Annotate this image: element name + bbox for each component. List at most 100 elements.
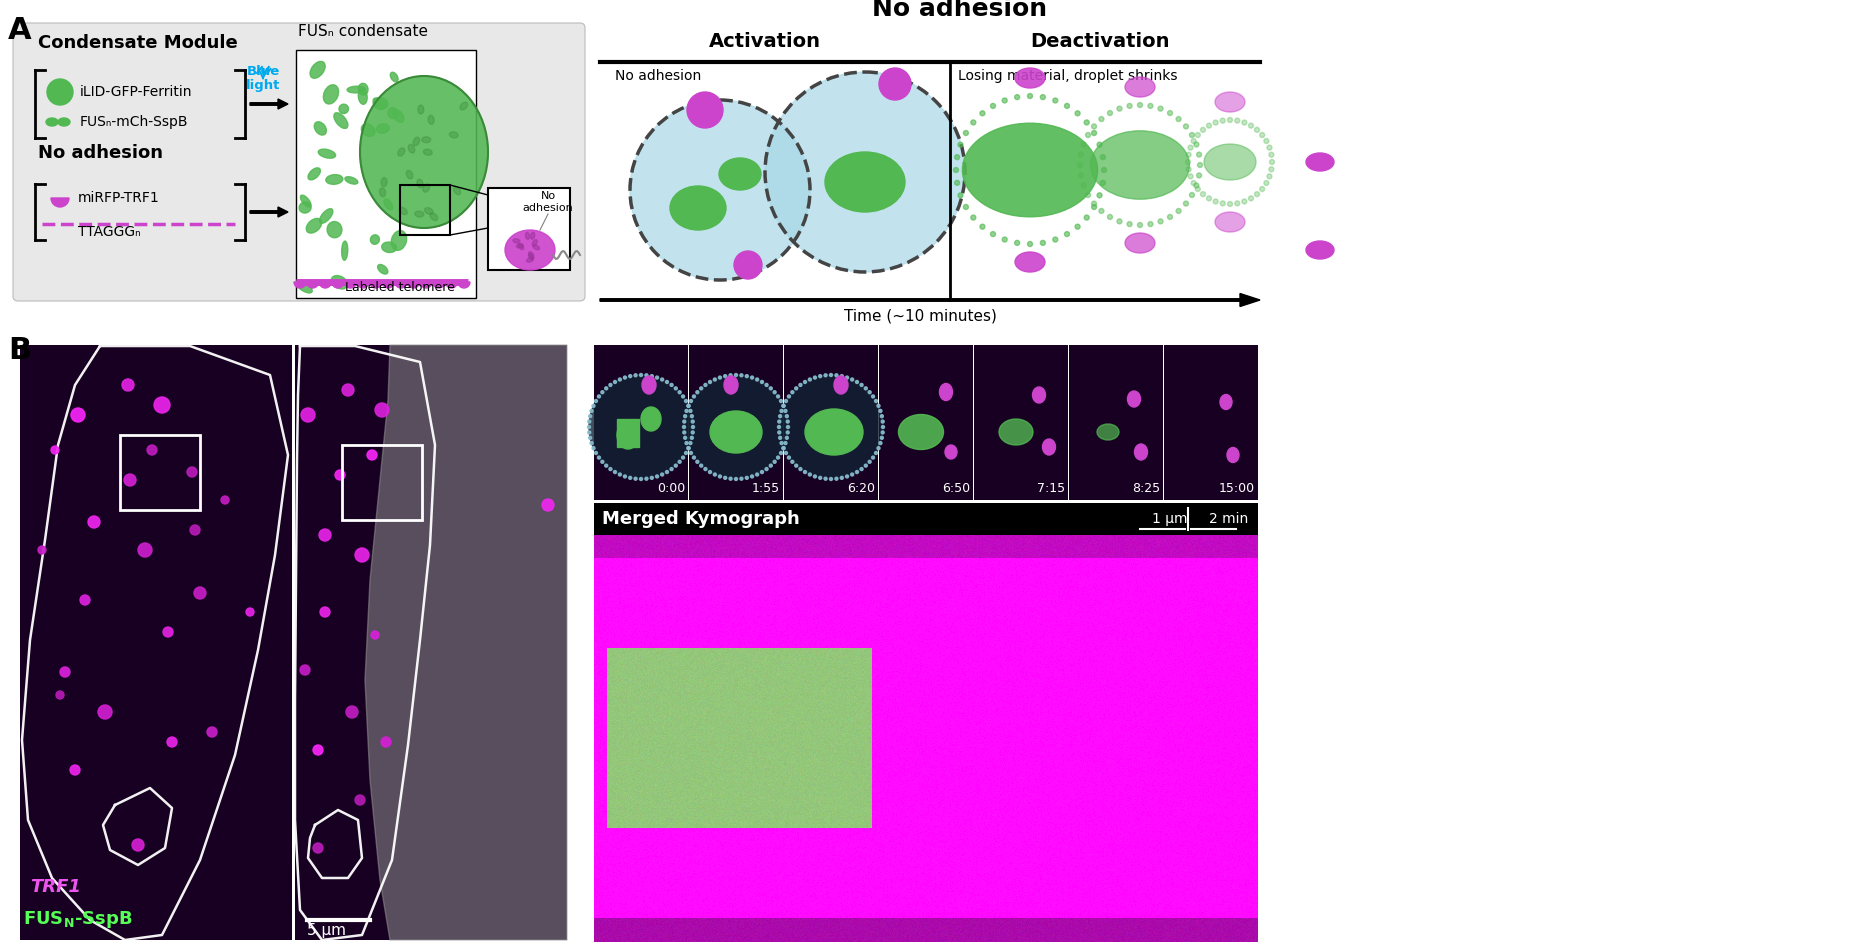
Circle shape [709, 471, 711, 474]
Circle shape [1259, 187, 1265, 191]
Text: Merged Kymograph: Merged Kymograph [602, 510, 800, 528]
Circle shape [769, 387, 773, 390]
Circle shape [782, 404, 786, 407]
Circle shape [301, 408, 316, 422]
Ellipse shape [323, 85, 338, 104]
Ellipse shape [999, 419, 1032, 445]
Circle shape [735, 373, 737, 377]
Circle shape [719, 475, 721, 478]
Circle shape [773, 391, 776, 394]
Circle shape [990, 232, 995, 237]
Circle shape [656, 475, 659, 478]
Circle shape [687, 404, 691, 407]
Circle shape [880, 415, 884, 418]
Circle shape [301, 665, 310, 675]
Ellipse shape [418, 105, 423, 114]
Circle shape [1014, 95, 1019, 99]
Circle shape [780, 452, 782, 455]
Circle shape [221, 496, 228, 504]
Ellipse shape [345, 177, 358, 184]
Circle shape [953, 168, 958, 172]
Circle shape [791, 391, 793, 394]
Circle shape [1248, 196, 1253, 201]
Circle shape [877, 404, 880, 407]
Ellipse shape [526, 232, 529, 240]
Ellipse shape [1305, 241, 1333, 259]
Circle shape [1187, 167, 1190, 171]
Wedge shape [446, 282, 457, 288]
Circle shape [602, 460, 604, 463]
Circle shape [674, 464, 678, 467]
Circle shape [592, 404, 594, 407]
Circle shape [602, 391, 604, 394]
Bar [594, 503, 1257, 535]
Circle shape [355, 795, 366, 805]
Ellipse shape [384, 199, 392, 210]
Circle shape [709, 381, 711, 384]
Ellipse shape [360, 76, 488, 228]
Ellipse shape [1032, 387, 1045, 403]
Ellipse shape [414, 211, 423, 217]
Circle shape [1084, 215, 1090, 220]
Circle shape [773, 460, 776, 463]
Circle shape [845, 475, 849, 478]
Circle shape [98, 705, 111, 719]
Ellipse shape [299, 202, 312, 213]
Circle shape [713, 473, 717, 476]
Circle shape [123, 379, 134, 391]
Circle shape [813, 475, 817, 478]
Circle shape [1079, 152, 1083, 157]
Circle shape [685, 452, 687, 455]
Circle shape [1266, 174, 1272, 179]
Circle shape [683, 420, 685, 423]
Circle shape [87, 516, 100, 528]
Ellipse shape [399, 207, 407, 215]
Circle shape [971, 120, 975, 125]
Ellipse shape [529, 252, 535, 258]
Ellipse shape [295, 280, 312, 293]
Circle shape [1196, 133, 1200, 137]
Circle shape [719, 376, 721, 379]
Circle shape [687, 404, 691, 407]
Circle shape [734, 251, 761, 279]
Bar [878, 345, 973, 500]
Circle shape [193, 587, 206, 599]
Circle shape [1196, 173, 1201, 178]
Polygon shape [366, 345, 566, 940]
Ellipse shape [58, 118, 71, 126]
Bar [295, 345, 566, 940]
Circle shape [745, 375, 748, 378]
Wedge shape [50, 198, 69, 207]
FancyArrow shape [600, 294, 1261, 307]
Circle shape [319, 529, 331, 541]
Circle shape [605, 464, 607, 467]
Circle shape [1190, 181, 1196, 186]
Circle shape [1265, 181, 1268, 186]
Circle shape [1003, 98, 1006, 103]
Ellipse shape [449, 132, 459, 138]
Circle shape [1116, 106, 1122, 111]
Circle shape [1097, 193, 1101, 198]
Text: 1 μm: 1 μm [1153, 512, 1188, 526]
Ellipse shape [1227, 448, 1239, 462]
Circle shape [882, 431, 884, 434]
Circle shape [542, 499, 553, 511]
Circle shape [1053, 98, 1058, 103]
Circle shape [132, 839, 145, 851]
Bar [399, 185, 449, 235]
Circle shape [1227, 202, 1233, 206]
Circle shape [1270, 159, 1274, 165]
Circle shape [1107, 111, 1112, 116]
Ellipse shape [617, 421, 639, 449]
Ellipse shape [381, 178, 386, 187]
Circle shape [1014, 241, 1019, 245]
Bar [20, 345, 292, 940]
Circle shape [687, 92, 722, 128]
Circle shape [56, 691, 63, 699]
Circle shape [1097, 142, 1101, 147]
Circle shape [730, 477, 732, 480]
Ellipse shape [377, 124, 390, 134]
Ellipse shape [425, 207, 433, 214]
Circle shape [841, 375, 843, 378]
Circle shape [589, 420, 591, 423]
